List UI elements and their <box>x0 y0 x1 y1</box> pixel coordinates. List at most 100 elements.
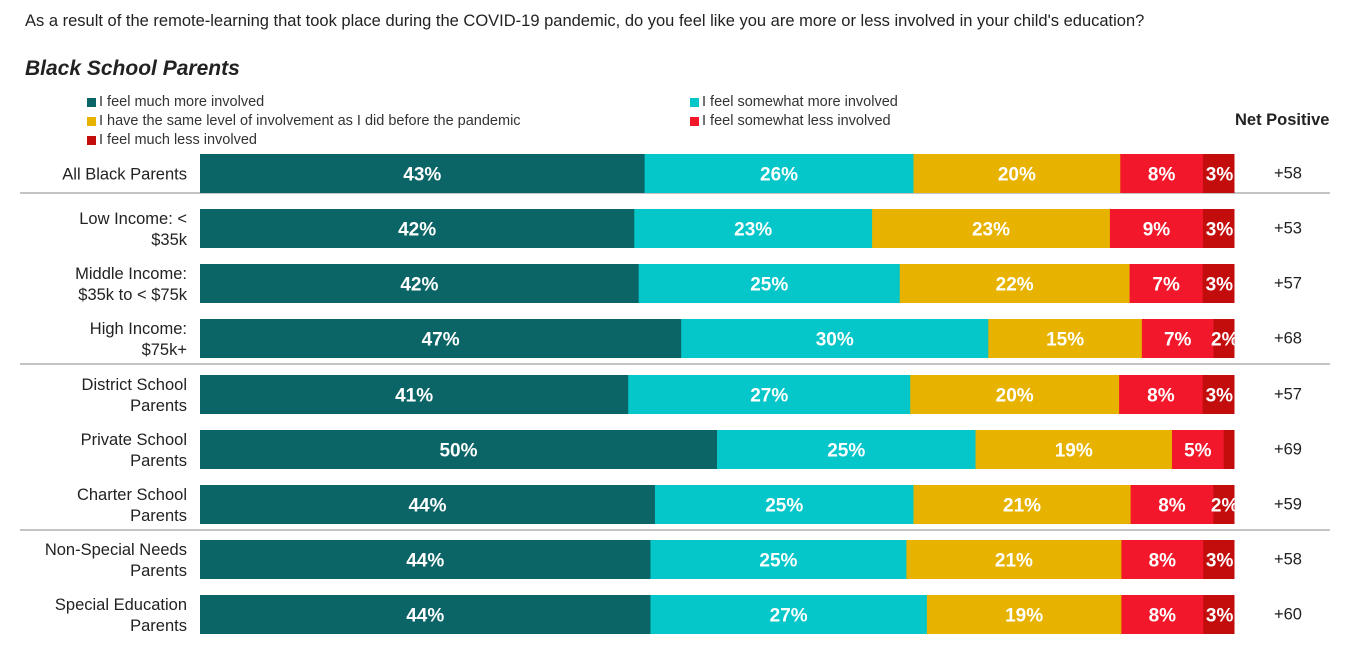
data-label: 42% <box>398 220 436 241</box>
bar-segment <box>872 209 1111 248</box>
data-label: 8% <box>1149 606 1177 627</box>
data-label: 43% <box>403 165 441 186</box>
net-positive-value: +53 <box>1274 220 1302 238</box>
bar-segment <box>1109 209 1204 248</box>
chart-subtitle: Black School Parents <box>25 57 240 80</box>
data-label: 50% <box>439 441 477 462</box>
bar-segment <box>1213 485 1235 524</box>
legend-item-same: I have the same level of involvement as … <box>87 113 521 129</box>
data-label: 27% <box>770 606 808 627</box>
bar-segment <box>200 540 651 579</box>
legend-item-somewhat-more: I feel somewhat more involved <box>690 94 898 110</box>
bar-segment <box>681 319 989 358</box>
bar-segment <box>200 430 718 469</box>
data-label: 3% <box>1206 606 1234 627</box>
net-positive-value: +59 <box>1274 496 1302 514</box>
bar-segment <box>628 375 911 414</box>
data-label: 8% <box>1158 496 1186 517</box>
data-label: 19% <box>1055 441 1093 462</box>
data-label: 7% <box>1164 330 1192 351</box>
bar-segment <box>200 375 629 414</box>
data-label: 3% <box>1206 220 1234 241</box>
legend-swatch <box>87 97 96 107</box>
bar-segment <box>899 264 1131 303</box>
bar-segment <box>926 595 1122 634</box>
bar-segment <box>638 264 901 303</box>
bar-segment <box>1202 154 1235 193</box>
bar-segment <box>913 154 1121 193</box>
bar-segment <box>1223 430 1235 469</box>
bar-segment <box>200 154 646 193</box>
bar-segment <box>200 264 640 303</box>
data-label: 22% <box>996 275 1034 296</box>
data-label: 8% <box>1149 551 1177 572</box>
data-label: 21% <box>1003 496 1041 517</box>
bar-segment <box>1202 375 1235 414</box>
data-label: 21% <box>995 551 1033 572</box>
category-label: Parents <box>130 452 187 470</box>
data-label: 9% <box>1143 220 1171 241</box>
bar-segment <box>1171 430 1225 469</box>
bar-segment <box>644 154 914 193</box>
data-label: 44% <box>406 606 444 627</box>
data-label: 25% <box>759 551 797 572</box>
bar-segment <box>1203 595 1235 634</box>
data-label: 15% <box>1046 330 1084 351</box>
data-label: 41% <box>395 386 433 407</box>
category-label: Parents <box>130 562 187 580</box>
bar-segment <box>200 209 635 248</box>
category-label: High Income: <box>90 320 187 338</box>
data-label: 30% <box>816 330 854 351</box>
net-positive-header: Net Positive <box>1235 111 1330 129</box>
bar-segment <box>1202 209 1235 248</box>
legend-item-much-more: I feel much more involved <box>87 94 264 110</box>
data-label: 2% <box>1211 330 1239 351</box>
bar-segment <box>650 540 907 579</box>
data-label: 25% <box>750 275 788 296</box>
data-label: 23% <box>734 220 772 241</box>
net-positive-value: +69 <box>1274 441 1302 459</box>
category-label: Parents <box>130 507 187 525</box>
bar-segment <box>634 209 873 248</box>
net-positive-value: +60 <box>1274 606 1302 624</box>
bar-segment <box>1130 485 1214 524</box>
bar-segment <box>1119 375 1204 414</box>
net-positive-value: +58 <box>1274 551 1302 569</box>
data-label: 3% <box>1206 386 1234 407</box>
legend-swatch <box>87 116 96 126</box>
bar-segment <box>1121 595 1204 634</box>
data-label: 47% <box>422 330 460 351</box>
category-label: Charter School <box>77 486 187 504</box>
data-label: 20% <box>996 386 1034 407</box>
data-label: 20% <box>998 165 1036 186</box>
bar-segment <box>200 319 682 358</box>
bar-segment <box>1129 264 1204 303</box>
legend-swatch <box>690 97 699 107</box>
chart-legend: I feel much more involved I feel somewha… <box>87 94 987 150</box>
bar-segment <box>906 540 1122 579</box>
bar-segment <box>650 595 928 634</box>
category-label: All Black Parents <box>62 166 187 184</box>
data-label: 8% <box>1147 386 1175 407</box>
category-label: District School <box>82 376 187 394</box>
bar-segment <box>654 485 914 524</box>
data-label: 25% <box>827 441 865 462</box>
data-label: 25% <box>765 496 803 517</box>
question-text: As a result of the remote-learning that … <box>25 12 1145 30</box>
data-label: 3% <box>1206 275 1234 296</box>
data-label: 8% <box>1148 165 1176 186</box>
category-label: $35k to < $75k <box>78 286 187 304</box>
bar-segment <box>1120 154 1204 193</box>
legend-label: I have the same level of involvement as … <box>99 113 521 129</box>
net-positive-value: +57 <box>1274 386 1302 404</box>
data-label: 42% <box>400 275 438 296</box>
net-positive-value: +68 <box>1274 330 1302 348</box>
bar-segment <box>975 430 1173 469</box>
data-label: 3% <box>1206 551 1234 572</box>
category-label: $75k+ <box>142 341 187 359</box>
data-label: 19% <box>1005 606 1043 627</box>
category-label: $35k <box>151 231 188 249</box>
legend-item-somewhat-less: I feel somewhat less involved <box>690 113 891 129</box>
legend-swatch <box>690 116 699 126</box>
